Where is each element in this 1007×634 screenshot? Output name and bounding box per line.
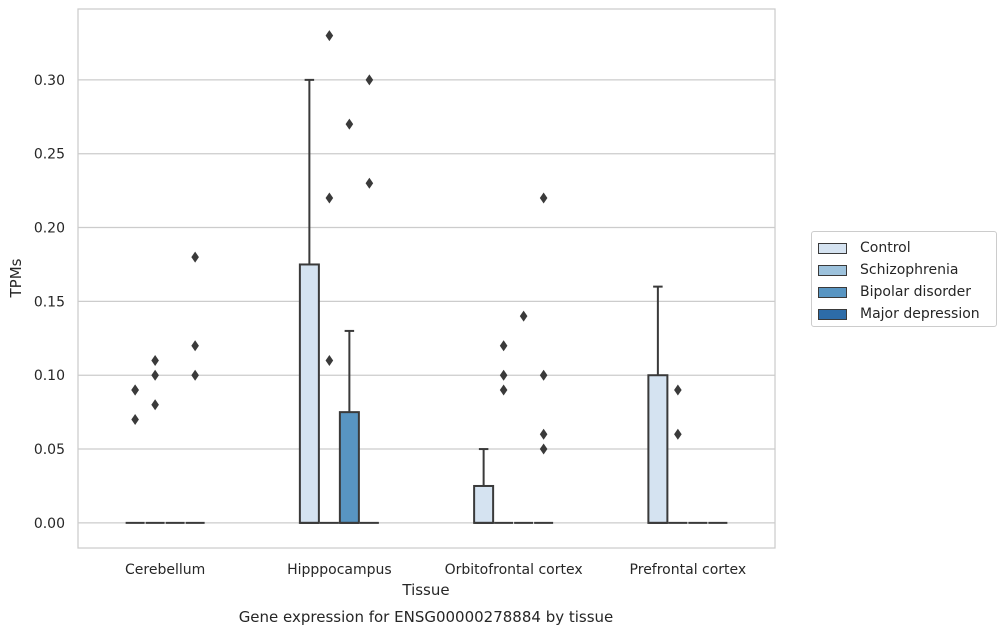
box-0-2 <box>473 448 495 524</box>
box-0-3 <box>647 285 669 524</box>
box-2-1 <box>338 329 360 524</box>
box-body <box>647 374 669 524</box>
boxes <box>125 78 728 524</box>
legend-swatch <box>818 308 847 320</box>
outlier-point <box>499 384 508 396</box>
outlier-point <box>191 369 199 381</box>
box-body <box>473 484 495 524</box>
legend-swatch <box>818 264 847 276</box>
legend-item: Schizophrenia <box>818 259 996 281</box>
outlier-point <box>674 384 682 396</box>
y-tick-label: 0.10 <box>34 368 65 384</box>
outlier-point <box>151 354 159 366</box>
outlier-point <box>151 369 159 381</box>
outlier-point <box>499 340 508 352</box>
outlier-point <box>539 192 548 204</box>
x-tick-label: Cerebellum <box>125 562 205 578</box>
x-tick-label: Orbitofrontal cortex <box>445 562 583 578</box>
legend-swatch <box>818 242 847 254</box>
y-tick-label: 0.25 <box>34 147 65 163</box>
outlier-point <box>131 414 139 426</box>
plot-area <box>77 8 776 549</box>
y-axis-label: TPMs <box>7 258 25 298</box>
y-tick-label: 0.30 <box>34 73 65 89</box>
legend-swatch <box>818 286 847 298</box>
outlier-point <box>539 428 548 440</box>
y-tick-label: 0.05 <box>34 442 65 458</box>
x-tick-label: Prefrontal cortex <box>630 562 747 578</box>
box-body <box>338 411 360 524</box>
outlier-point <box>325 30 334 42</box>
outlier-point <box>151 399 159 411</box>
legend-item: Bipolar disorder <box>818 281 996 303</box>
legend: Control Schizophrenia Bipolar disorder Majo… <box>811 231 997 327</box>
y-tick-label: 0.15 <box>34 294 65 310</box>
x-axis-ticks: Cerebellum Hipppocampus Orbitofrontal cort… <box>125 562 746 578</box>
outlier-point <box>365 177 374 189</box>
outlier-point <box>674 428 682 440</box>
outlier-point <box>365 74 374 86</box>
legend-item: Control <box>818 237 996 259</box>
box-body <box>298 263 320 524</box>
x-axis-label: Tissue <box>401 581 449 599</box>
outlier-point <box>345 118 354 130</box>
box-0-1 <box>298 78 320 524</box>
y-tick-label: 0.00 <box>34 516 65 532</box>
outlier-point <box>519 310 528 322</box>
outlier-point <box>191 340 199 352</box>
legend-label: Control <box>860 240 911 256</box>
outliers <box>131 30 682 455</box>
y-axis-ticks: 0.00 0.05 0.10 0.15 0.20 0.25 0.30 <box>34 73 65 532</box>
outlier-point <box>499 369 508 381</box>
chart-title: Gene expression for ENSG00000278884 by t… <box>239 608 614 626</box>
outlier-point <box>539 443 548 455</box>
y-tick-label: 0.20 <box>34 221 65 237</box>
x-tick-label: Hipppocampus <box>287 562 392 578</box>
legend-label: Bipolar disorder <box>860 284 972 300</box>
legend-label: Schizophrenia <box>860 262 959 278</box>
legend-item: Major depression <box>818 303 996 325</box>
outlier-point <box>325 354 334 366</box>
outlier-point <box>539 369 548 381</box>
outlier-point <box>325 192 334 204</box>
legend-label: Major depression <box>860 306 980 322</box>
outlier-point <box>131 384 139 396</box>
outlier-point <box>191 251 199 263</box>
